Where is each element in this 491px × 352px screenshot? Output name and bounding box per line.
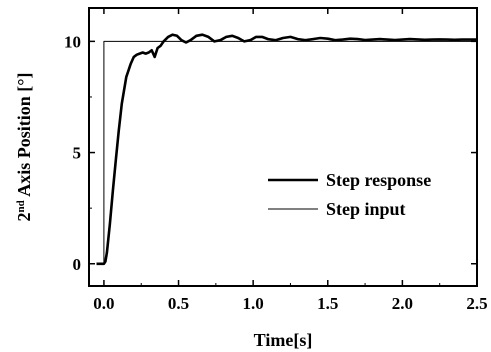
legend-label-step-response: Step response: [326, 170, 431, 190]
y-tick-label: 5: [73, 144, 82, 163]
plot-frame: [88, 7, 478, 287]
x-tick-label: 0.5: [168, 294, 189, 313]
y-axis-title: 2nd Axis Position [°]: [14, 73, 34, 222]
y-axis-title-rest: Axis Position [°]: [14, 73, 34, 201]
series-line-step-input: [96, 40, 477, 265]
x-tick-label: 1.5: [317, 294, 338, 313]
x-tick-label: 1.0: [243, 294, 264, 313]
y-axis-title-prefix: 2: [14, 212, 34, 221]
tick-group: [89, 8, 478, 286]
x-tick-label: 0.0: [93, 294, 114, 313]
y-tick-label: 0: [73, 255, 82, 274]
legend: Step response Step input: [268, 170, 431, 219]
series-line-step-response: [96, 33, 477, 266]
x-tick-label: 2.0: [392, 294, 413, 313]
x-tick-label: 2.5: [466, 294, 487, 313]
x-axis-title: Time[s]: [254, 330, 313, 350]
y-tick-label: 10: [64, 32, 81, 51]
tick-label-group: 0.0 0.5 1.0 1.5 2.0 2.5 0 5 10: [64, 32, 488, 313]
legend-label-step-input: Step input: [326, 199, 406, 219]
series-group: [96, 33, 477, 266]
y-axis-title-superscript: nd: [15, 200, 27, 212]
